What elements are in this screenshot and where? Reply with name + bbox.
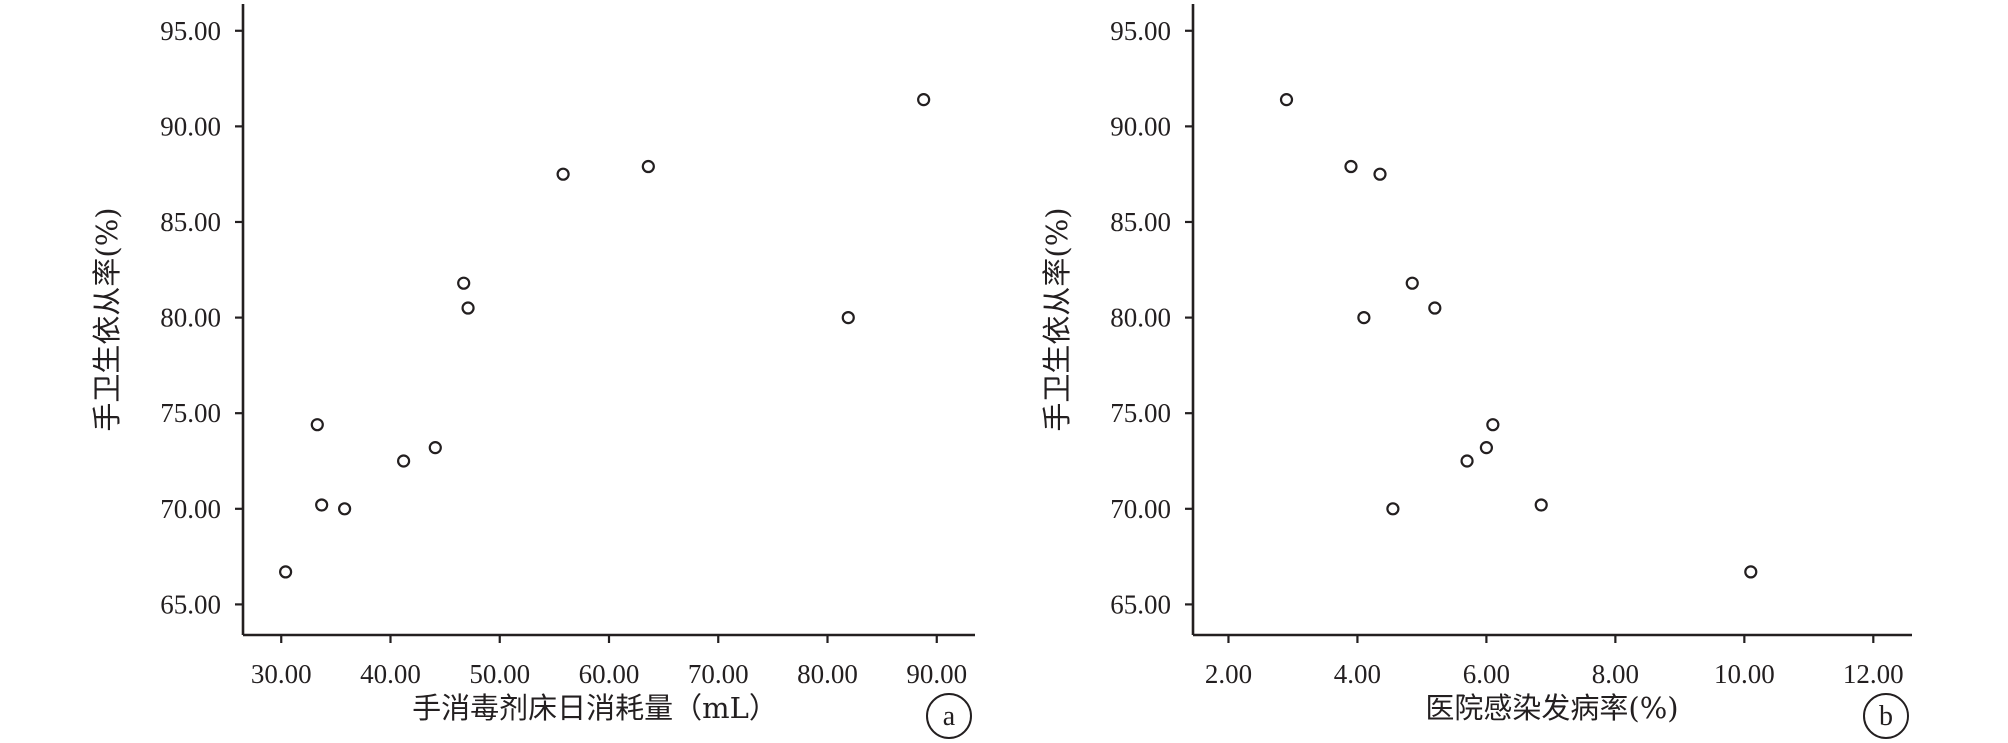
data-point (1405, 276, 1419, 290)
y-tick-label: 65.00 (1110, 589, 1171, 619)
x-axis-title: 医院感染发病率(%) (1425, 691, 1678, 725)
data-point (1534, 498, 1548, 512)
x-tick-label: 90.00 (906, 659, 967, 689)
x-tick-label: 30.00 (251, 659, 312, 689)
x-tick-label: 4.00 (1334, 659, 1381, 689)
x-tick-label: 10.00 (1714, 659, 1775, 689)
data-point (917, 93, 931, 107)
y-tick-label: 65.00 (160, 589, 221, 619)
y-tick-label: 70.00 (160, 494, 221, 524)
y-tick-label: 70.00 (1110, 494, 1171, 524)
data-point (1460, 454, 1474, 468)
y-tick-label: 80.00 (160, 303, 221, 333)
data-point (461, 301, 475, 315)
y-tick-label: 85.00 (1110, 207, 1171, 237)
data-point (279, 565, 293, 579)
data-point (310, 418, 324, 432)
panel-label-circle (926, 693, 972, 739)
data-point (1486, 418, 1500, 432)
data-point (1344, 159, 1358, 174)
y-tick-label: 75.00 (160, 398, 221, 428)
x-tick-label: 12.00 (1843, 659, 1904, 689)
scatter-panel-b: 65.00 70.00 75.00 80.00 85.00 90.00 95.00 2.00 4… (1040, 4, 1912, 739)
data-point (1279, 93, 1294, 107)
panel-label: b (1879, 701, 1893, 732)
y-tick-label: 95.00 (1110, 16, 1171, 46)
data-point (397, 454, 411, 468)
data-point (841, 310, 855, 325)
panel-label: a (943, 701, 956, 732)
x-tick-label: 50.00 (469, 659, 530, 689)
y-tick-label: 85.00 (160, 207, 221, 237)
y-tick-label: 75.00 (1110, 398, 1171, 428)
data-point (1386, 502, 1400, 516)
data-point (1479, 441, 1494, 455)
y-tick-label: 95.00 (160, 16, 221, 46)
data-point (457, 276, 471, 290)
y-tick-label: 90.00 (1110, 111, 1171, 141)
x-tick-label: 40.00 (360, 659, 421, 689)
data-point (315, 498, 329, 512)
data-point (1428, 301, 1442, 315)
x-tick-label: 60.00 (579, 659, 640, 689)
x-tick-label: 80.00 (797, 659, 858, 689)
data-point (338, 502, 352, 516)
data-point (1744, 565, 1758, 579)
data-point (1373, 167, 1387, 181)
x-tick-label: 6.00 (1463, 659, 1510, 689)
x-tick-label: 70.00 (688, 659, 749, 689)
data-point (556, 167, 570, 181)
y-tick-label: 90.00 (160, 111, 221, 141)
x-tick-label: 8.00 (1592, 659, 1639, 689)
x-tick-label: 2.00 (1205, 659, 1252, 689)
y-axis-title: 手卫生依从率(%) (90, 207, 124, 431)
x-axis-title: 手消毒剂床日消耗量（mL） (412, 691, 778, 725)
y-axis-title: 手卫生依从率(%) (1040, 207, 1074, 431)
data-point (641, 159, 655, 174)
data-point (428, 441, 442, 455)
panel-label-circle (1863, 693, 1909, 739)
data-point (1357, 310, 1371, 325)
scatter-panel-a: 65.00 70.00 75.00 80.00 85.00 90.00 95.00 30.00… (90, 4, 975, 739)
y-tick-label: 80.00 (1110, 303, 1171, 333)
